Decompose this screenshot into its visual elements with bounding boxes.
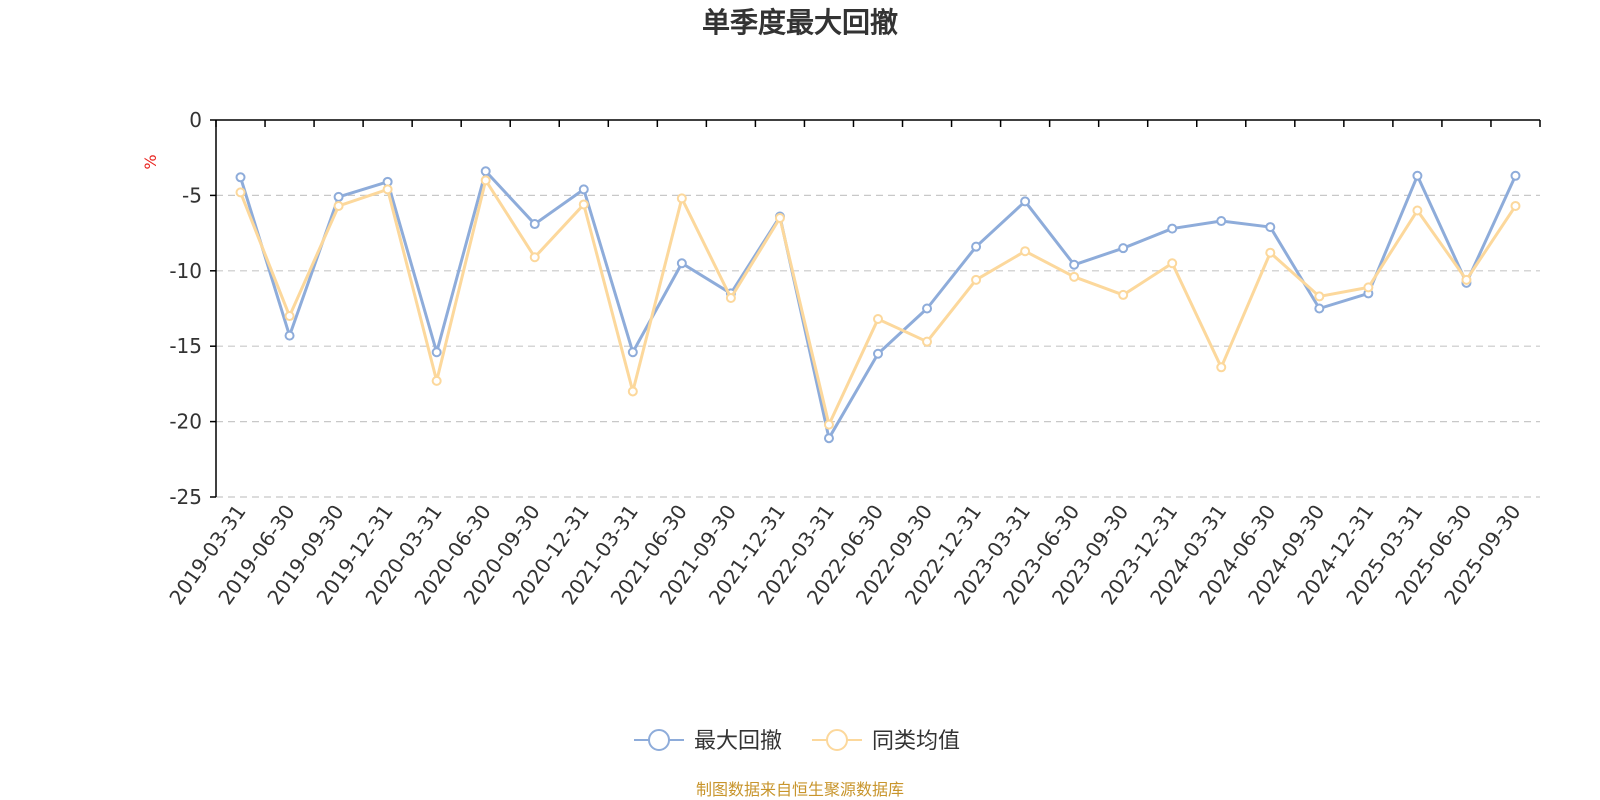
- data-point: [971, 274, 982, 285]
- data-point: [333, 200, 344, 211]
- data-point: [627, 386, 638, 397]
- data-point: [1167, 223, 1178, 234]
- legend-item-peer-average[interactable]: 同类均值: [812, 729, 960, 754]
- y-tick-label: -15: [169, 334, 202, 358]
- data-point: [382, 184, 393, 195]
- data-point: [823, 419, 834, 430]
- legend-label-peer-average: 同类均值: [872, 729, 960, 754]
- chart-title: 单季度最大回撤: [702, 6, 898, 39]
- data-point: [1118, 289, 1129, 300]
- data-point: [1265, 222, 1276, 233]
- data-point: [529, 219, 540, 230]
- data-point: [627, 347, 638, 358]
- data-point: [1167, 258, 1178, 269]
- data-point: [1216, 216, 1227, 227]
- axes: 0-5-10-15-20-252019-03-312019-06-302019-…: [164, 108, 1541, 609]
- data-point: [823, 433, 834, 444]
- data-point: [480, 175, 491, 186]
- y-tick-label: -5: [182, 183, 202, 207]
- data-point: [578, 199, 589, 210]
- data-point: [1510, 200, 1521, 211]
- data-point: [1265, 247, 1276, 258]
- data-point: [1118, 243, 1129, 254]
- data-point: [431, 347, 442, 358]
- data-point: [922, 336, 933, 347]
- data-point: [529, 252, 540, 263]
- data-point: [1314, 291, 1325, 302]
- data-source-note: 制图数据来自恒生聚源数据库: [696, 780, 904, 799]
- data-point: [1020, 246, 1031, 257]
- data-point: [578, 184, 589, 195]
- data-point: [1314, 303, 1325, 314]
- y-tick-label: -25: [169, 485, 202, 509]
- data-point: [922, 303, 933, 314]
- data-point: [1412, 205, 1423, 216]
- data-point: [1020, 196, 1031, 207]
- data-point: [873, 314, 883, 325]
- grid-lines: [216, 194, 1540, 498]
- series-line: [239, 169, 1517, 440]
- data-point: [1216, 362, 1227, 373]
- data-point: [1069, 259, 1080, 270]
- data-point: [284, 311, 295, 322]
- y-tick-label: -20: [169, 410, 202, 434]
- data-point: [1363, 282, 1374, 293]
- data-point: [1510, 170, 1521, 181]
- data-point: [873, 348, 883, 359]
- data-point: [1069, 271, 1080, 282]
- y-tick-label: 0: [189, 108, 202, 132]
- data-point: [480, 166, 491, 177]
- y-unit-label: %: [141, 154, 160, 169]
- data-point: [333, 191, 344, 202]
- y-tick-label: -10: [169, 259, 202, 283]
- data-point: [431, 375, 442, 386]
- data-point: [725, 292, 736, 303]
- data-point: [235, 187, 246, 198]
- legend-label-max-drawdown: 最大回撤: [694, 729, 782, 754]
- legend[interactable]: 最大回撤 同类均值: [634, 729, 960, 754]
- data-point: [284, 330, 295, 341]
- data-point: [1412, 170, 1423, 181]
- series-line: [239, 178, 1517, 427]
- legend-item-max-drawdown[interactable]: 最大回撤: [634, 729, 782, 754]
- legend-marker-max-drawdown: [648, 729, 670, 751]
- data-point: [971, 241, 982, 252]
- legend-marker-peer-average: [826, 729, 848, 751]
- series-group: [235, 166, 1521, 444]
- data-point: [235, 172, 246, 183]
- data-point: [676, 193, 687, 204]
- data-point: [676, 258, 687, 269]
- data-point: [774, 213, 785, 224]
- data-point: [1461, 274, 1472, 285]
